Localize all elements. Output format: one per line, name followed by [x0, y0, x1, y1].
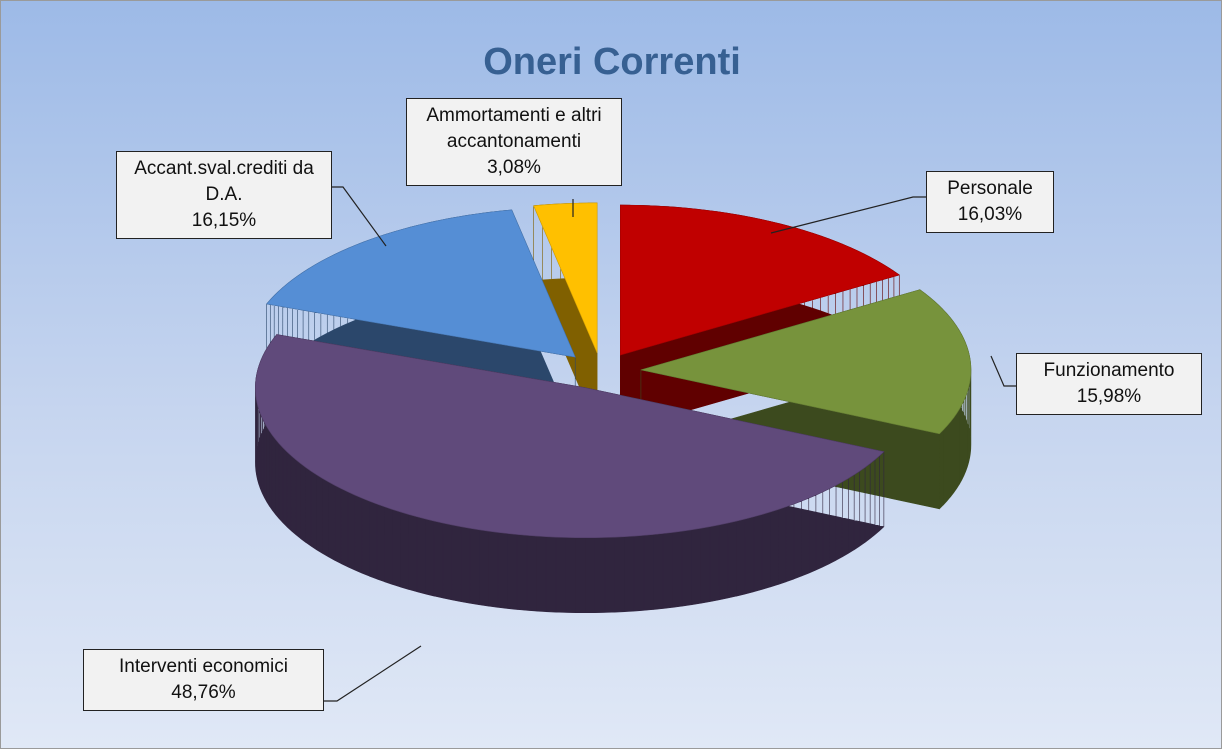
- leader-line: [990, 355, 1016, 387]
- label-category: Personale: [947, 178, 1033, 199]
- slice: [533, 202, 598, 354]
- label-category: Interventi economici: [119, 656, 288, 677]
- label-category: Accant.sval.crediti da D.A.: [134, 158, 314, 205]
- label-value: 16,03%: [957, 204, 1023, 225]
- leader-line: [770, 196, 926, 234]
- data-label: Interventi economici 48,76%: [83, 649, 324, 711]
- label-category: Ammortamenti e altri accantonamenti: [426, 105, 602, 152]
- slice: [620, 204, 900, 356]
- data-label: Ammortamenti e altri accantonamenti 3,08…: [406, 98, 622, 186]
- slice: [266, 209, 576, 358]
- data-label: Personale 16,03%: [926, 171, 1054, 233]
- label-value: 16,15%: [191, 210, 257, 231]
- chart-title: Oneri Correnti: [483, 41, 741, 83]
- slice: [255, 334, 885, 539]
- label-value: 3,08%: [487, 157, 541, 178]
- leader-line: [331, 186, 387, 247]
- label-category: Funzionamento: [1043, 360, 1175, 381]
- slice: [640, 289, 972, 435]
- data-label: Funzionamento 15,98%: [1016, 353, 1202, 415]
- label-value: 48,76%: [171, 682, 236, 703]
- label-value: 15,98%: [1076, 386, 1142, 407]
- data-label: Accant.sval.crediti da D.A. 16,15%: [116, 151, 332, 239]
- leader-line: [323, 645, 422, 702]
